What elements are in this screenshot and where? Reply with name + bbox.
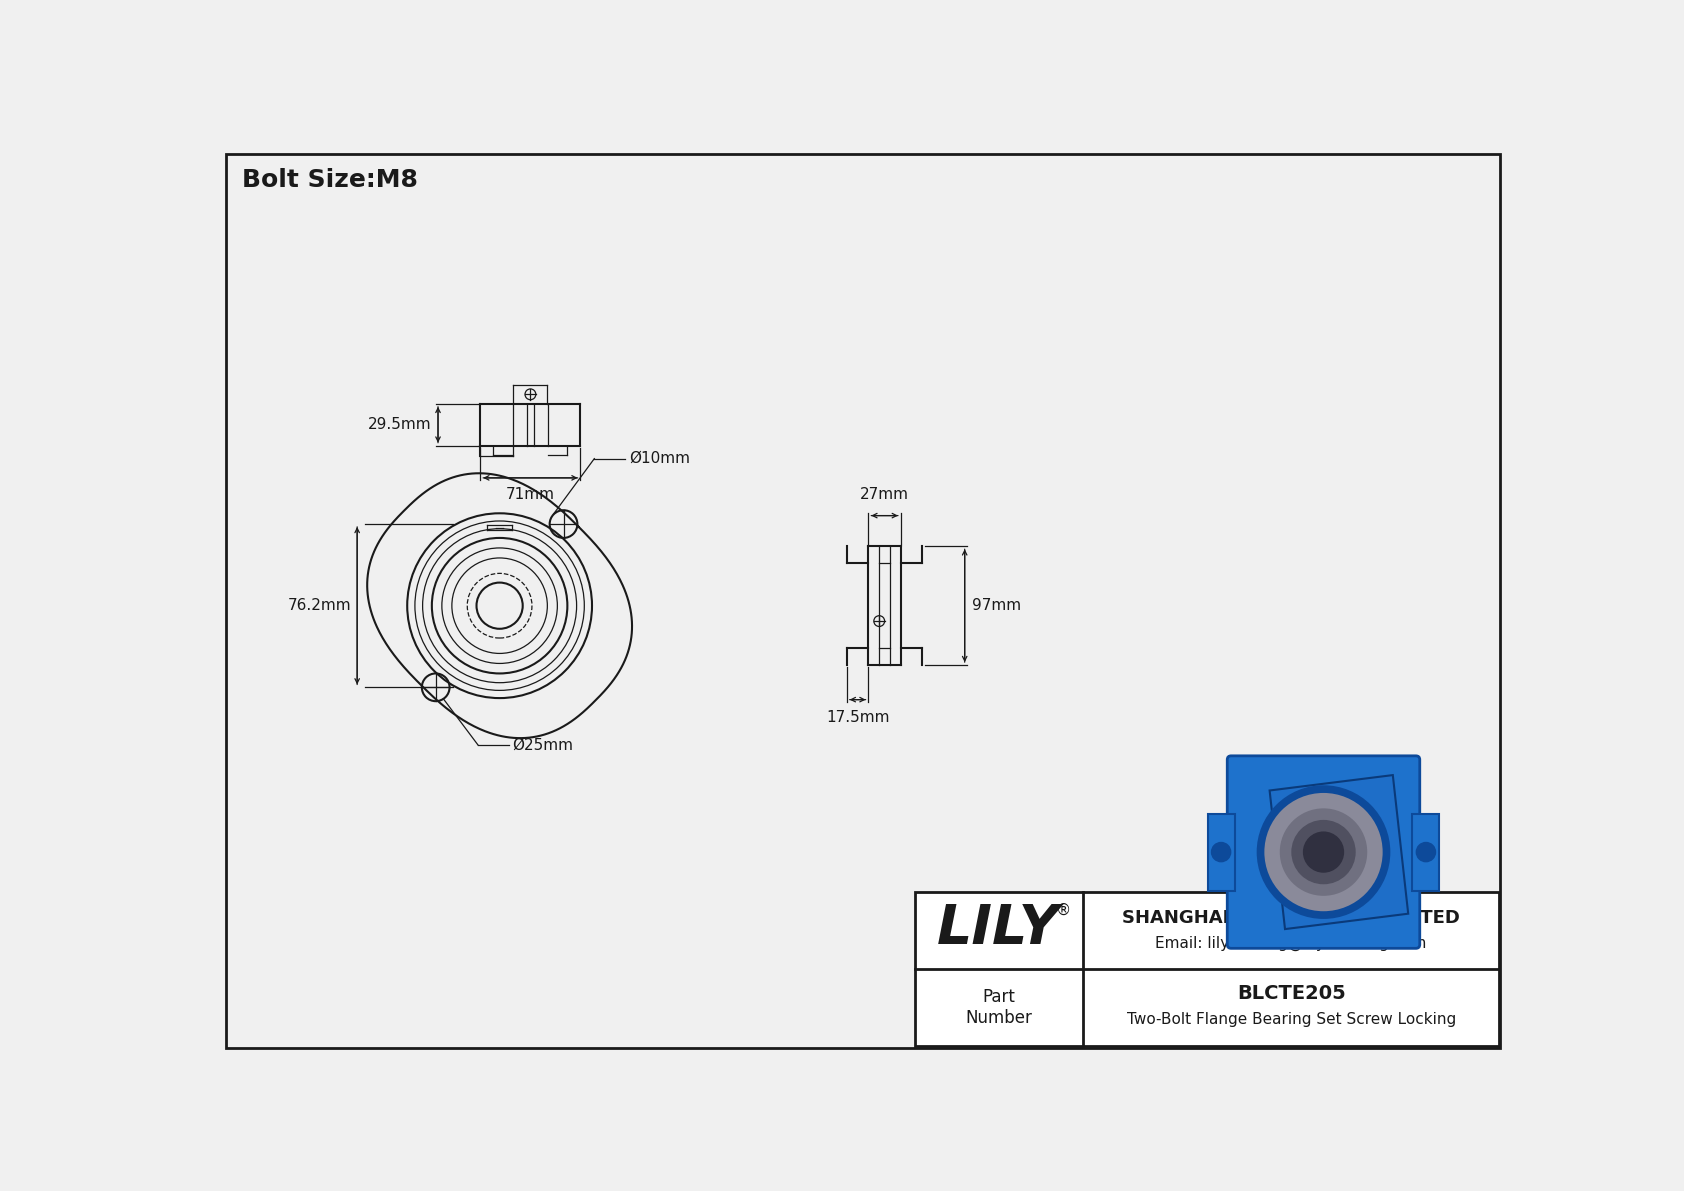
Circle shape xyxy=(1212,843,1231,861)
Text: Two-Bolt Flange Bearing Set Screw Locking: Two-Bolt Flange Bearing Set Screw Lockin… xyxy=(1127,1012,1455,1028)
Text: Ø10mm: Ø10mm xyxy=(628,451,690,466)
Circle shape xyxy=(1266,794,1381,910)
Text: 76.2mm: 76.2mm xyxy=(288,598,350,613)
Text: Part
Number: Part Number xyxy=(965,989,1032,1027)
Bar xyxy=(1413,813,1440,891)
Text: 29.5mm: 29.5mm xyxy=(369,417,431,432)
Text: SHANGHAI LILY BEARING LIMITED: SHANGHAI LILY BEARING LIMITED xyxy=(1122,909,1460,928)
Text: Bolt Size:M8: Bolt Size:M8 xyxy=(242,168,418,192)
Text: BLCTE205: BLCTE205 xyxy=(1236,984,1346,1003)
Bar xyxy=(1207,813,1234,891)
Text: Email: lilybearing@lily-bearing.com: Email: lilybearing@lily-bearing.com xyxy=(1155,935,1426,950)
Text: 27mm: 27mm xyxy=(861,487,909,501)
Bar xyxy=(916,892,1499,1046)
Circle shape xyxy=(1305,833,1342,872)
Text: LILY: LILY xyxy=(936,902,1059,956)
Text: 97mm: 97mm xyxy=(972,598,1022,613)
FancyBboxPatch shape xyxy=(1228,756,1420,948)
Circle shape xyxy=(1293,822,1354,883)
Text: 71mm: 71mm xyxy=(505,487,556,503)
Text: 17.5mm: 17.5mm xyxy=(825,710,889,725)
Circle shape xyxy=(1258,786,1389,917)
Text: ®: ® xyxy=(1056,903,1071,918)
Text: Ø25mm: Ø25mm xyxy=(512,737,574,753)
Circle shape xyxy=(1416,843,1435,861)
Circle shape xyxy=(1282,810,1366,894)
Polygon shape xyxy=(1270,775,1408,929)
